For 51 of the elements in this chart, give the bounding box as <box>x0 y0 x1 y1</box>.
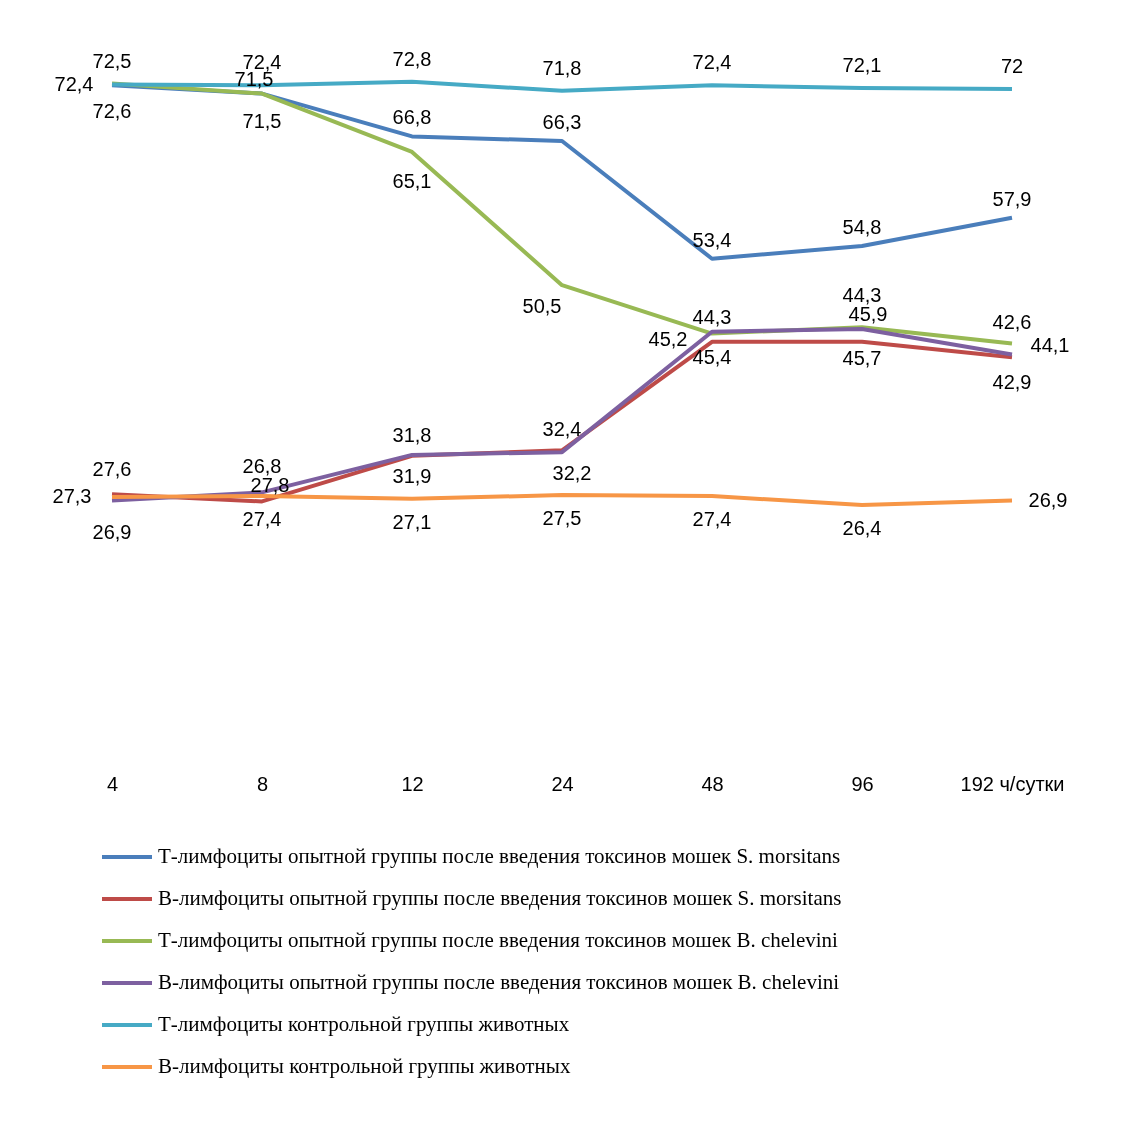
legend-label: В-лимфоциты опытной группы после введения токсинов мошек S. morsitans <box>158 886 842 910</box>
data-label: 50,5 <box>522 295 562 318</box>
data-label: 72,1 <box>842 54 882 77</box>
data-label: 27,1 <box>392 510 432 533</box>
data-label: 57,9 <box>992 187 1032 210</box>
data-label: 27,6 <box>92 458 132 481</box>
data-label: 45,4 <box>692 345 732 368</box>
data-label: 31,8 <box>392 423 432 446</box>
data-label: 27,4 <box>242 507 282 530</box>
data-label: 44,3 <box>692 305 732 328</box>
data-label: 72,4 <box>54 73 94 96</box>
x-tick-label: 96 <box>851 772 874 795</box>
data-label: 44,3 <box>842 283 882 306</box>
data-label: 26,8 <box>242 455 282 478</box>
x-tick-label: 4 <box>106 772 119 795</box>
data-label: 26,4 <box>842 517 882 540</box>
data-label: 44,1 <box>1030 333 1070 356</box>
data-label: 42,9 <box>992 370 1032 393</box>
data-label: 72 <box>1000 55 1024 77</box>
data-label: 45,2 <box>648 327 688 350</box>
x-tick-label: 48 <box>701 772 724 795</box>
legend-label: Т-лимфоциты опытной группы после введения токсинов мошек S. morsitans <box>158 844 841 868</box>
data-label: 71,8 <box>542 56 582 79</box>
x-tick-label: 24 <box>551 772 574 795</box>
legend-label: Т-лимфоциты опытной группы после введения токсинов мошек B. chelevini <box>158 928 839 952</box>
data-label: 32,2 <box>552 462 592 485</box>
data-label: 27,3 <box>52 484 92 507</box>
data-label: 65,1 <box>392 169 432 192</box>
data-label: 27,4 <box>692 507 732 530</box>
legend-label: В-лимфоциты опытной группы после введения токсинов мошек B. chelevini <box>158 970 840 994</box>
data-label: 31,9 <box>392 464 432 487</box>
data-label: 72,6 <box>92 99 132 122</box>
data-label: 71,5 <box>242 109 282 132</box>
legend-label: В-лимфоциты контрольной группы животных <box>158 1054 571 1078</box>
data-label: 32,4 <box>542 418 582 441</box>
data-label: 42,6 <box>992 311 1032 334</box>
x-tick-label: 8 <box>256 772 269 795</box>
data-label: 72,4 <box>692 51 732 74</box>
data-label: 72,5 <box>92 50 132 73</box>
data-label: 26,9 <box>92 520 132 543</box>
data-label: 66,3 <box>542 111 582 134</box>
data-label: 66,8 <box>392 106 432 129</box>
data-label: 54,8 <box>842 215 882 238</box>
x-tick-label: 12 <box>401 772 424 795</box>
data-label: 45,7 <box>842 346 882 369</box>
x-tick-label: 192 ч/сутки <box>960 772 1065 795</box>
data-label: 27,5 <box>542 507 582 530</box>
legend-label: Т-лимфоциты контрольной группы животных <box>158 1012 570 1036</box>
data-label: 72,8 <box>392 47 432 70</box>
data-label: 53,4 <box>692 228 732 251</box>
data-label: 26,9 <box>1028 488 1068 511</box>
